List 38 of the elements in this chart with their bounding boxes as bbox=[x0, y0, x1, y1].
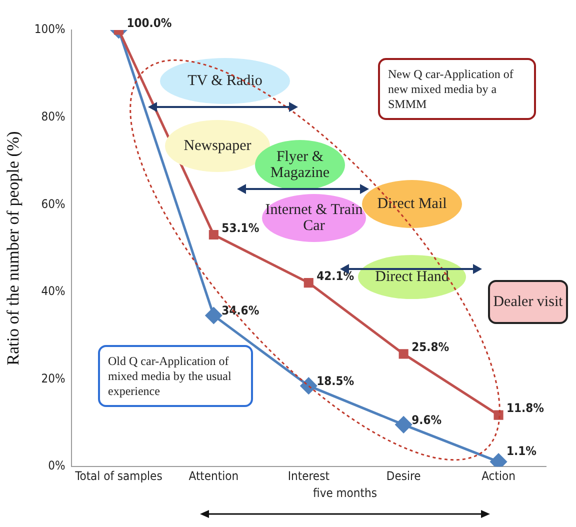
y-axis-title: Ratio of the number of people (%) bbox=[4, 131, 23, 366]
y-tick-label: 100% bbox=[34, 22, 66, 36]
y-tick-label: 0% bbox=[48, 458, 66, 473]
x-tick-label: Total of samples bbox=[74, 468, 163, 483]
data-label: 42.1% bbox=[316, 268, 354, 283]
oval-label: Direct Mail bbox=[362, 180, 462, 228]
point bbox=[304, 278, 314, 288]
data-label: 9.6% bbox=[412, 412, 442, 427]
point bbox=[398, 349, 408, 359]
point bbox=[205, 307, 222, 324]
y-tick-label: 20% bbox=[41, 371, 66, 386]
data-label: 18.5% bbox=[316, 374, 354, 388]
data-label: 100.0% bbox=[126, 16, 172, 30]
x-tick-label: Attention bbox=[188, 468, 239, 483]
annotation: Dealer visit bbox=[488, 280, 568, 324]
point bbox=[490, 454, 507, 467]
data-label: 1.1% bbox=[506, 444, 537, 458]
y-tick-label: 40% bbox=[41, 284, 66, 298]
y-tick-label: 60% bbox=[41, 196, 66, 211]
data-label: 34.6% bbox=[222, 304, 260, 318]
x-tick-label: Action bbox=[482, 468, 516, 483]
oval-label: Newspaper bbox=[165, 120, 270, 172]
annotation: New Q car-Application of new mixed media by a SMMM bbox=[378, 58, 536, 120]
oval-label: TV & Radio bbox=[160, 58, 290, 104]
y-tick-label: 80% bbox=[41, 109, 66, 124]
oval-label: Internet & Train Car bbox=[262, 194, 366, 242]
x-tick-label: Desire bbox=[386, 468, 422, 483]
x-tick-label: Interest bbox=[288, 468, 330, 483]
data-label: 53.1% bbox=[222, 220, 260, 235]
oval-label: Flyer & Magazine bbox=[255, 140, 345, 190]
point bbox=[395, 416, 412, 433]
data-label: 11.8% bbox=[506, 401, 544, 416]
oval-label: Direct Hand bbox=[358, 255, 466, 299]
data-label: 25.8% bbox=[412, 340, 450, 354]
text: five months bbox=[312, 485, 378, 502]
point bbox=[208, 230, 218, 240]
point bbox=[300, 378, 317, 394]
annotation: Old Q car-Application of mixed media by the usual experience bbox=[98, 345, 253, 407]
